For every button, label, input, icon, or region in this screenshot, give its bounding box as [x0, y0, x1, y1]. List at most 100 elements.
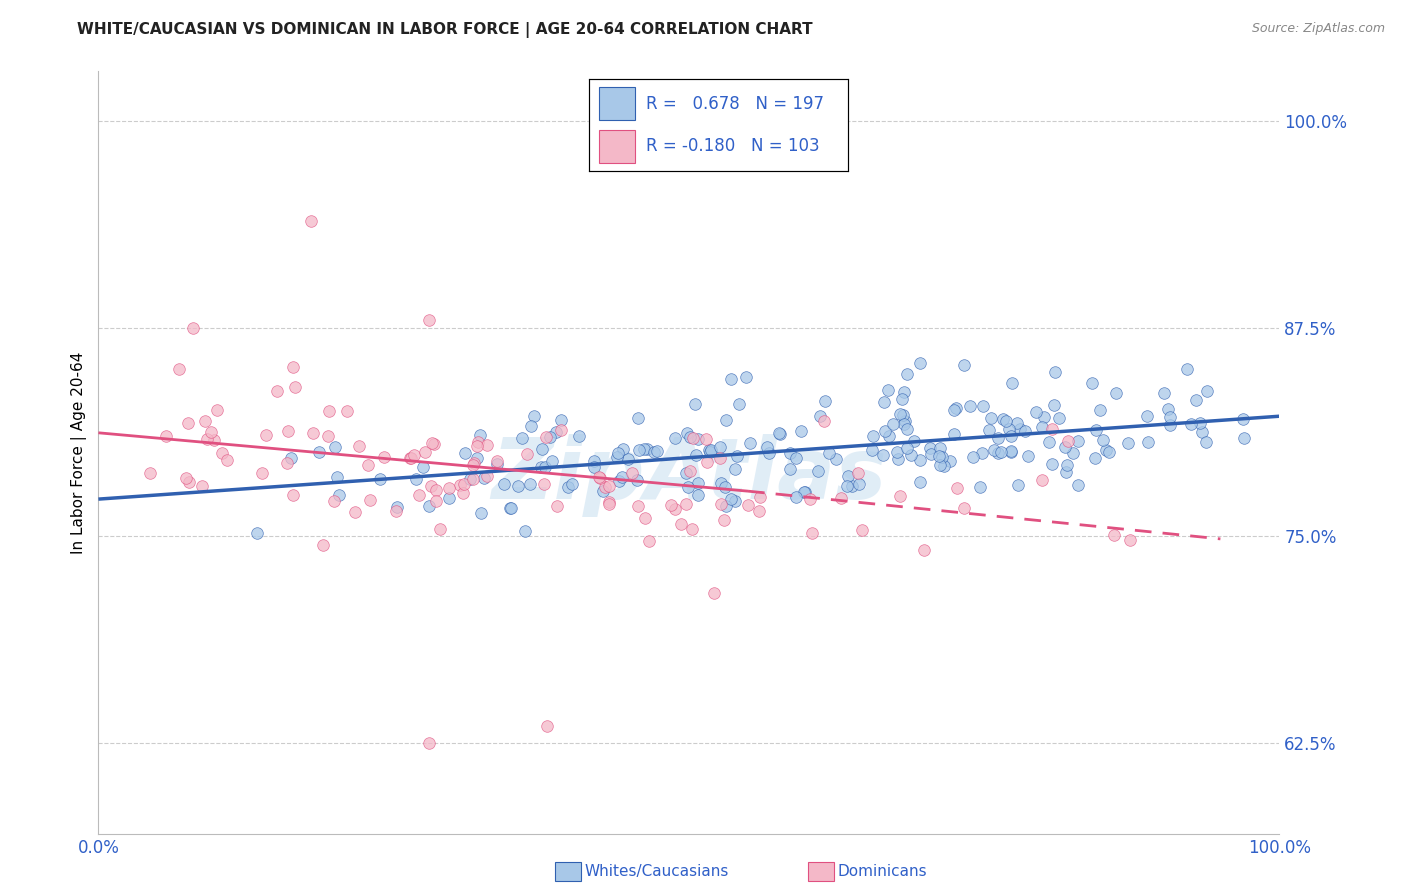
Point — [872, 448, 894, 462]
Point — [195, 433, 218, 447]
Point — [659, 498, 682, 512]
Point — [494, 476, 516, 491]
Point — [626, 473, 648, 487]
Point — [1031, 473, 1053, 487]
Point — [252, 467, 274, 481]
Point — [928, 449, 950, 463]
Text: Source: ZipAtlas.com: Source: ZipAtlas.com — [1251, 22, 1385, 36]
Point — [946, 481, 969, 495]
Point — [877, 383, 900, 397]
Text: WHITE/CAUCASIAN VS DOMINICAN IN LABOR FORCE | AGE 20-64 CORRELATION CHART: WHITE/CAUCASIAN VS DOMINICAN IN LABOR FO… — [77, 22, 813, 38]
Point — [1056, 458, 1078, 472]
Point — [598, 495, 620, 509]
Point — [825, 451, 848, 466]
Point — [1043, 399, 1066, 413]
Point — [818, 446, 841, 460]
Point — [959, 399, 981, 413]
Point — [1136, 409, 1159, 423]
Point — [1180, 417, 1202, 431]
Point — [246, 526, 269, 541]
Point — [893, 408, 915, 422]
Point — [477, 438, 499, 452]
Point — [177, 416, 200, 430]
Point — [536, 719, 558, 733]
Point — [408, 488, 430, 502]
Point — [516, 447, 538, 461]
Point — [423, 437, 446, 451]
Point — [1233, 431, 1256, 445]
Point — [177, 475, 200, 490]
Point — [1031, 419, 1053, 434]
Point — [998, 422, 1021, 436]
Point — [683, 397, 706, 411]
Point — [738, 436, 761, 450]
Point — [636, 442, 658, 456]
Point — [606, 450, 628, 464]
Point — [1105, 386, 1128, 401]
Point — [202, 433, 225, 447]
Point — [699, 443, 721, 458]
Point — [627, 411, 650, 425]
Point — [385, 500, 408, 515]
Point — [664, 502, 686, 516]
Point — [1057, 434, 1080, 449]
Point — [987, 431, 1010, 445]
Point — [1043, 365, 1066, 379]
Point — [980, 411, 1002, 425]
Point — [688, 475, 710, 490]
Point — [1088, 403, 1111, 417]
Point — [1159, 410, 1181, 425]
Point — [681, 522, 703, 536]
Point — [519, 419, 541, 434]
Point — [725, 450, 748, 464]
Point — [589, 471, 612, 485]
Point — [1001, 376, 1024, 390]
Point — [308, 445, 330, 459]
Point — [1042, 458, 1064, 472]
Point — [1053, 440, 1076, 454]
Point — [664, 431, 686, 445]
Point — [561, 477, 583, 491]
Point — [675, 467, 697, 481]
Text: Whites/Caucasians: Whites/Caucasians — [585, 864, 730, 879]
Point — [723, 462, 745, 476]
Point — [530, 442, 553, 457]
Point — [181, 321, 204, 335]
Point — [506, 479, 529, 493]
Point — [328, 488, 350, 502]
Point — [793, 484, 815, 499]
Point — [326, 470, 349, 484]
Point — [634, 511, 657, 525]
Point — [550, 423, 572, 437]
Point — [703, 586, 725, 600]
Point — [714, 499, 737, 513]
Point — [412, 460, 434, 475]
Point — [896, 422, 918, 436]
Point — [938, 454, 960, 468]
Point — [1157, 402, 1180, 417]
Point — [437, 481, 460, 495]
Point — [215, 453, 238, 467]
Point — [830, 491, 852, 505]
Point — [1084, 450, 1107, 465]
Point — [191, 479, 214, 493]
Point — [399, 451, 422, 466]
Point — [465, 439, 488, 453]
Point — [472, 470, 495, 484]
Point — [789, 424, 811, 438]
Point — [266, 384, 288, 398]
Point — [1084, 423, 1107, 437]
Point — [612, 470, 634, 484]
Point — [928, 442, 950, 456]
Point — [952, 501, 974, 516]
Point — [675, 425, 697, 440]
Point — [1137, 434, 1160, 449]
Point — [139, 466, 162, 480]
Point — [1000, 443, 1022, 458]
Point — [550, 413, 572, 427]
Point — [276, 456, 298, 470]
Point — [860, 443, 883, 458]
Point — [418, 313, 440, 327]
Point — [616, 451, 638, 466]
Point — [713, 513, 735, 527]
